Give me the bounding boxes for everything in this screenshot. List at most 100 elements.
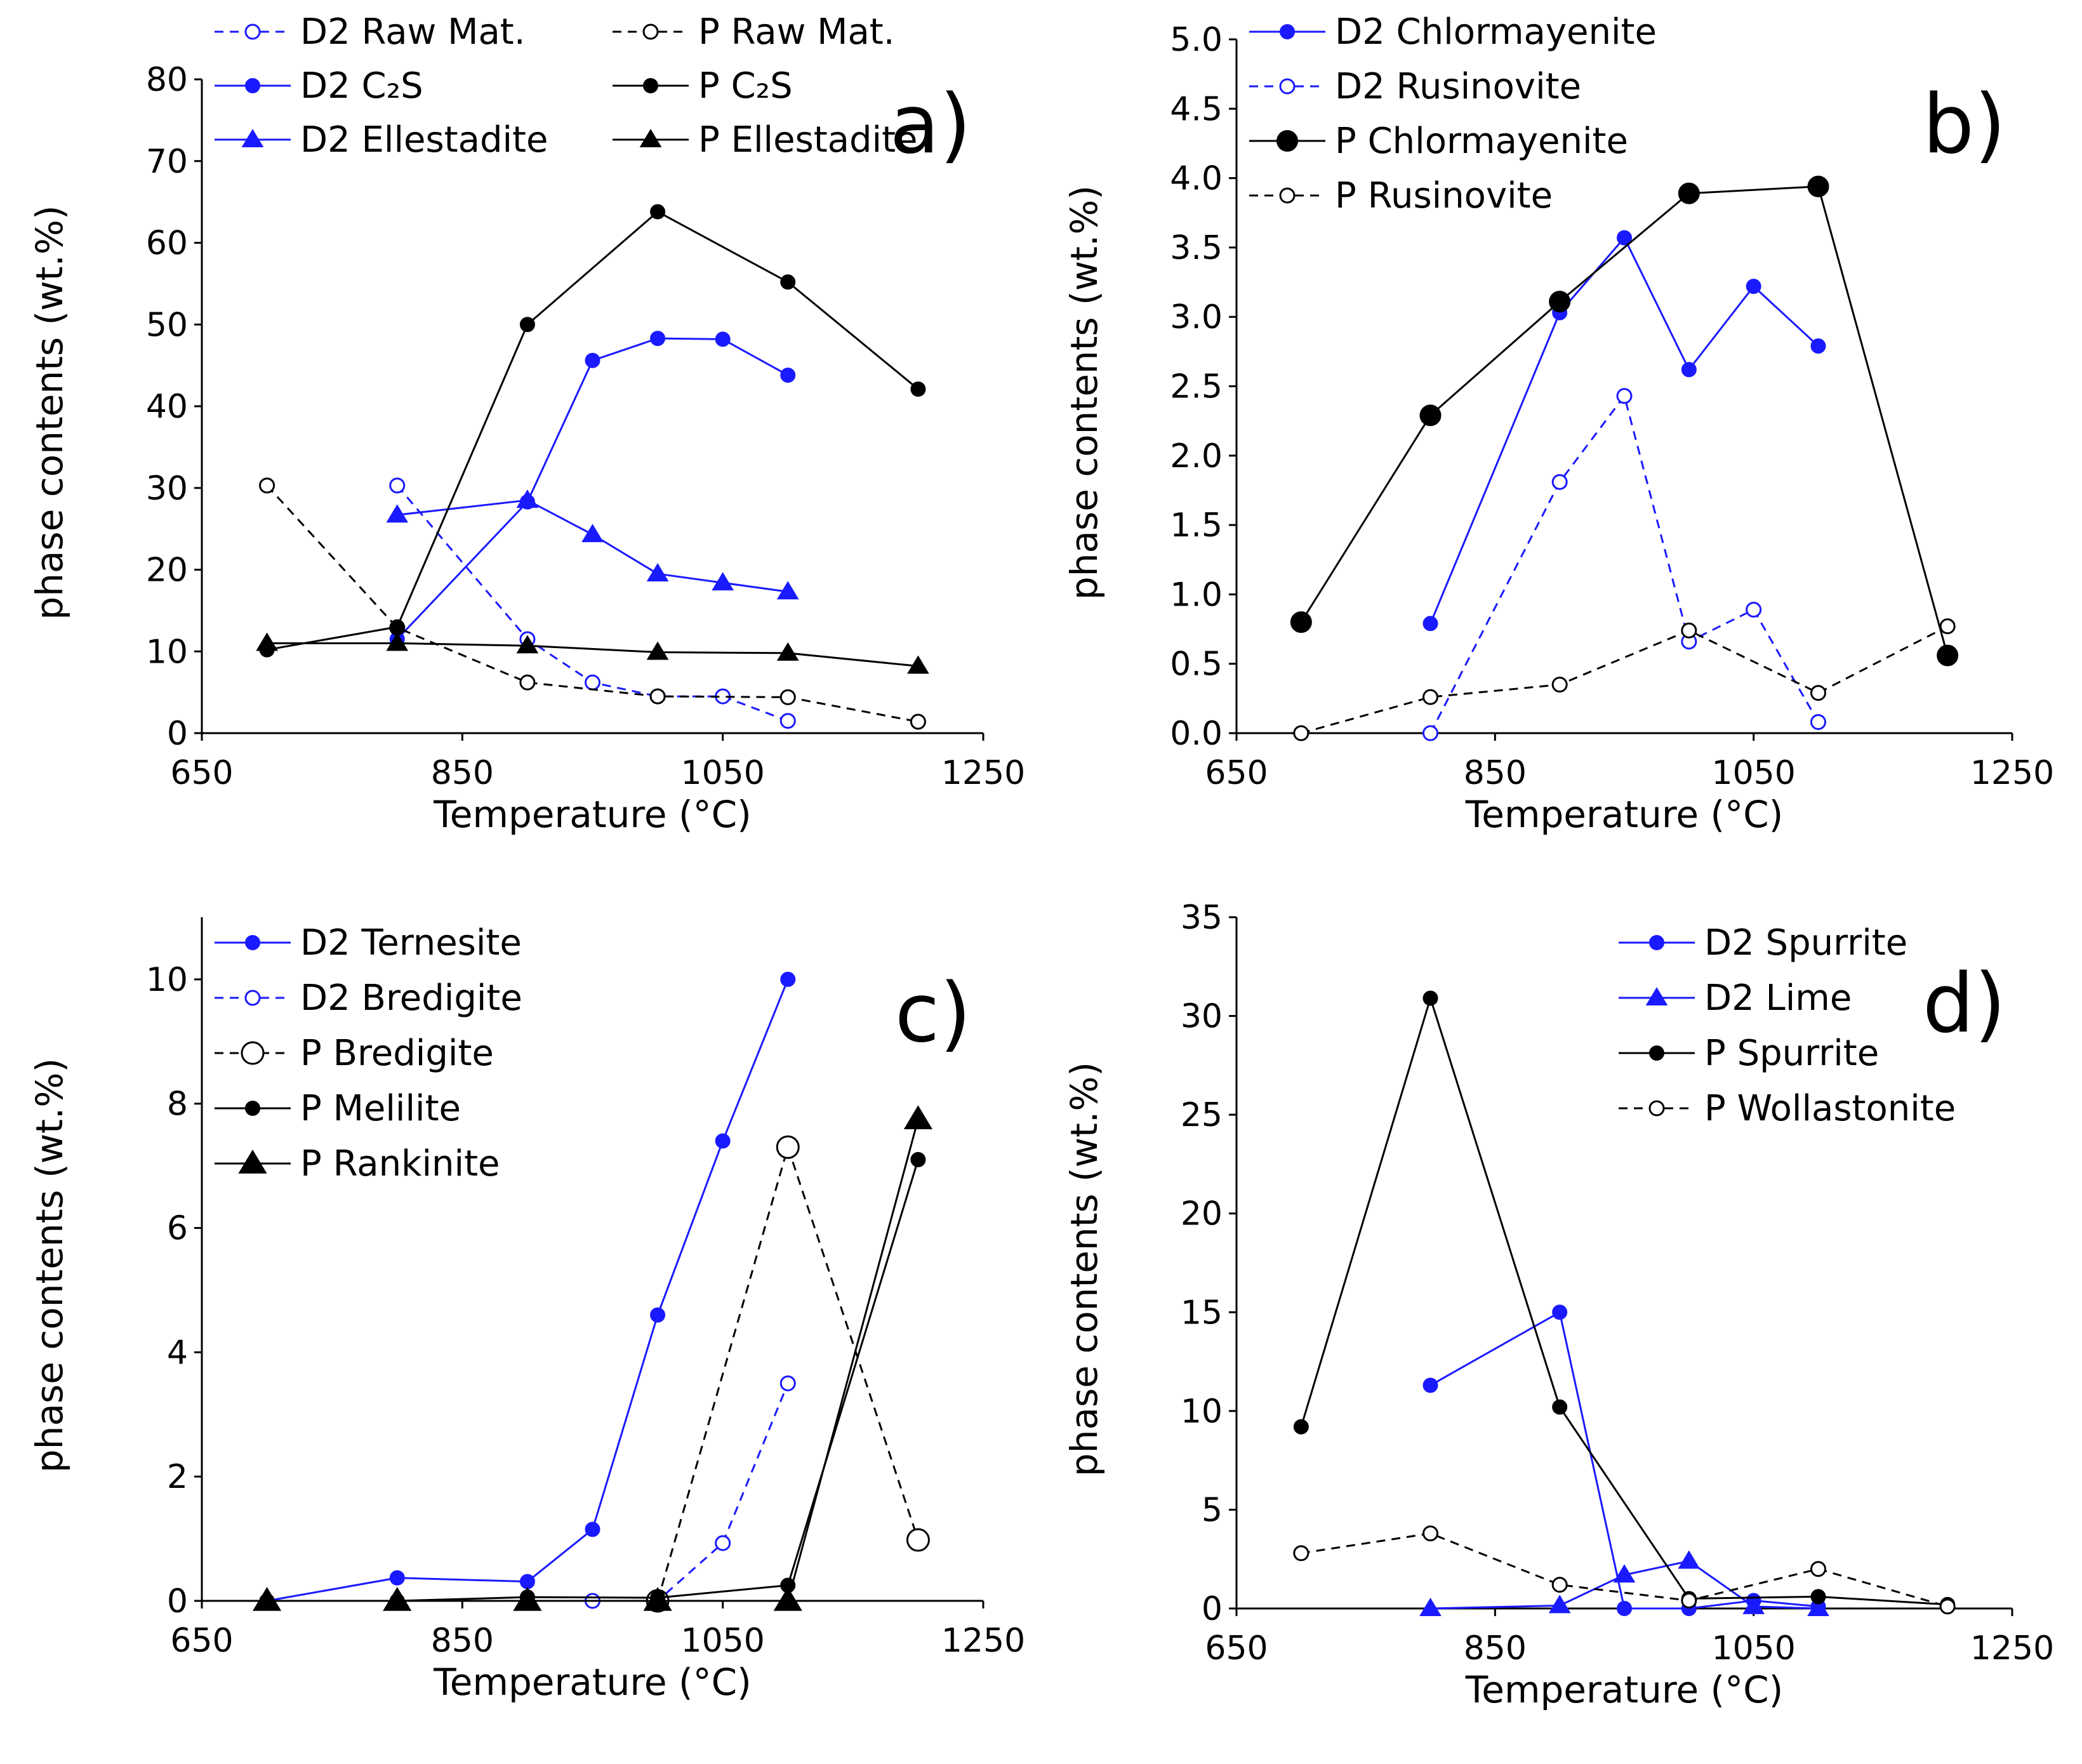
data-point xyxy=(773,1587,802,1611)
y-tick-label: 0.0 xyxy=(1170,715,1223,753)
y-tick-label: 2.5 xyxy=(1170,368,1223,406)
legend-label: P Raw Mat. xyxy=(698,11,895,53)
data-point xyxy=(907,655,929,674)
data-point xyxy=(779,1375,796,1391)
data-point xyxy=(650,331,666,347)
x-tick-label: 650 xyxy=(170,754,233,792)
y-tick-label: 10 xyxy=(146,633,188,671)
data-point xyxy=(386,632,409,651)
data-point xyxy=(1939,618,1956,635)
data-point xyxy=(780,971,796,987)
legend-label: D2 Ternesite xyxy=(300,922,522,964)
data-point xyxy=(1422,689,1438,705)
data-point xyxy=(1681,622,1697,639)
x-tick-label: 850 xyxy=(431,754,494,792)
legend-label: D2 Lime xyxy=(1704,978,1852,1019)
data-point xyxy=(643,1587,672,1611)
series-p-rankinite xyxy=(252,1105,933,1611)
data-point xyxy=(1419,1598,1442,1616)
data-point xyxy=(256,632,278,651)
x-axis-title: Temperature (°C) xyxy=(433,1661,752,1704)
legend-marker xyxy=(1279,78,1296,95)
data-point xyxy=(585,1522,600,1537)
data-point xyxy=(715,1535,731,1551)
legend-label: P C₂S xyxy=(698,65,793,107)
legend-marker xyxy=(244,990,261,1006)
y-tick-label: 4.0 xyxy=(1170,160,1223,198)
data-point xyxy=(776,581,799,600)
series-line xyxy=(1429,237,1819,624)
data-point xyxy=(1552,1304,1568,1320)
legend-entry-p-bredigite: P Bredigite xyxy=(215,1033,494,1074)
legend-entry-p-rusinovite: P Rusinovite xyxy=(1249,175,1553,216)
data-point xyxy=(383,1587,412,1611)
x-tick-label: 1250 xyxy=(1970,754,2054,792)
legend-entry-d2-ternesite: D2 Ternesite xyxy=(215,922,522,964)
legend-entry-d2-rusinovite: D2 Rusinovite xyxy=(1249,66,1581,107)
legend-entry-p-melilite: P Melilite xyxy=(215,1088,461,1129)
series-line xyxy=(1301,1532,1948,1608)
data-point xyxy=(1552,1399,1568,1415)
data-point xyxy=(1422,1525,1438,1542)
data-point xyxy=(1678,1550,1701,1569)
x-tick-label: 1250 xyxy=(941,754,1025,792)
data-point xyxy=(712,572,734,591)
legend-entry-p-spurrite: P Spurrite xyxy=(1619,1033,1879,1074)
series-d2-rusinovite xyxy=(1422,388,1826,741)
legend-label: D2 Chlormayenite xyxy=(1335,11,1657,53)
data-point xyxy=(715,1133,731,1149)
y-tick-label: 1.0 xyxy=(1170,576,1223,614)
data-point xyxy=(1678,182,1700,204)
data-point xyxy=(1746,601,1762,618)
data-point xyxy=(779,689,796,705)
series-d2-c2s xyxy=(389,331,796,647)
legend-entry-d2-lime: D2 Lime xyxy=(1619,978,1852,1019)
x-tick-label: 1250 xyxy=(941,1622,1025,1660)
legend-label: P Bredigite xyxy=(300,1033,494,1074)
legend-entry-p-chlormayenite: P Chlormayenite xyxy=(1249,121,1628,162)
legend-entry-d2-c2s: D2 C₂S xyxy=(215,65,423,107)
y-tick-label: 0.5 xyxy=(1170,646,1223,684)
series-p-c2s xyxy=(259,204,926,658)
y-tick-label: 2 xyxy=(167,1458,188,1496)
series-d2-lime xyxy=(1419,1550,1829,1616)
data-point xyxy=(519,1574,535,1589)
series-line xyxy=(656,1146,919,1602)
x-tick-label: 650 xyxy=(1205,1629,1268,1668)
y-tick-label: 15 xyxy=(1181,1294,1223,1332)
data-point xyxy=(516,635,539,654)
legend-label: P Melilite xyxy=(300,1088,461,1129)
data-point xyxy=(1746,279,1761,295)
data-point xyxy=(585,674,600,691)
legend-entry-d2-raw-mat: D2 Raw Mat. xyxy=(215,11,526,53)
data-point xyxy=(715,331,731,347)
legend-marker xyxy=(1649,935,1664,950)
y-tick-label: 60 xyxy=(146,225,188,263)
series-line xyxy=(396,484,788,722)
data-point xyxy=(1548,1595,1571,1614)
legend-marker xyxy=(241,129,264,147)
data-point xyxy=(776,1135,800,1159)
series-d2-bredigite xyxy=(585,1375,796,1609)
data-point xyxy=(252,1587,282,1611)
legend-entry-p-raw-mat: P Raw Mat. xyxy=(613,11,895,53)
series-line xyxy=(267,211,919,651)
legend-label: D2 Spurrite xyxy=(1704,922,1907,964)
legend: D2 Chlormayenite D2 Rusinovite P Chlormaye… xyxy=(1249,11,1657,216)
chart-panel-c: 0 2 4 6 8 10 650 850 1050 1250 Temperature (°C) pha… xyxy=(28,917,1025,1704)
data-point xyxy=(1422,616,1438,632)
panel-label: c) xyxy=(895,966,971,1061)
legend-marker xyxy=(1280,24,1295,39)
data-point xyxy=(1293,1419,1309,1435)
chart-panel-a: 0 10 20 30 40 50 60 70 80 650 850 1050 1250 Temperatu… xyxy=(28,11,1025,836)
series-line xyxy=(266,484,918,723)
series-line xyxy=(396,337,788,640)
data-point xyxy=(1939,1598,1956,1615)
series-line xyxy=(397,499,788,593)
legend-label: P Wollastonite xyxy=(1704,1088,1956,1129)
y-axis-title: phase contents (wt.%) xyxy=(1063,1062,1106,1476)
series-line xyxy=(267,1118,919,1602)
data-point xyxy=(513,1587,542,1611)
data-point xyxy=(779,713,796,729)
series-d2-raw-mat xyxy=(389,477,796,729)
